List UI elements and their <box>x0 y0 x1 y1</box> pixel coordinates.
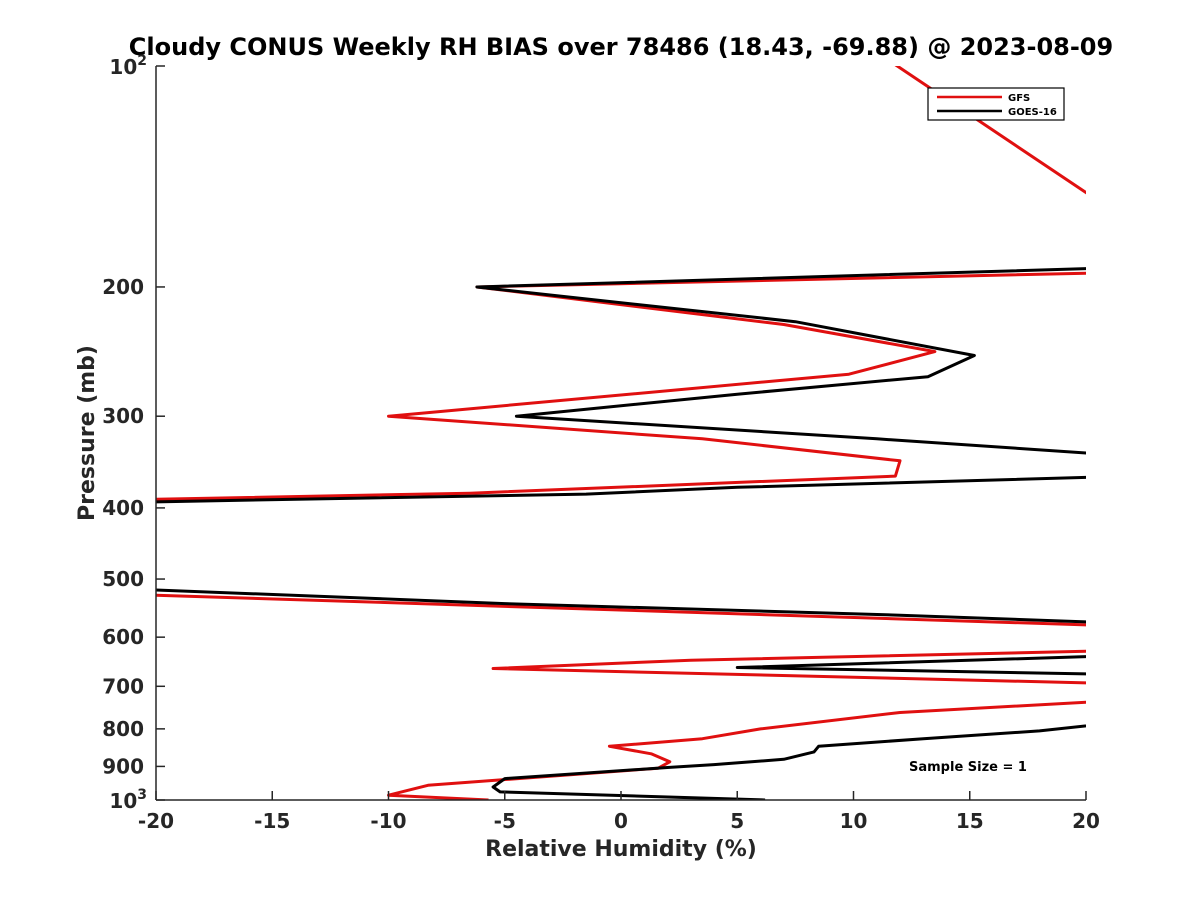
chart-title: Cloudy CONUS Weekly RH BIAS over 78486 (… <box>129 33 1113 61</box>
x-tick-label: 5 <box>730 809 744 833</box>
x-tick-label: -15 <box>254 809 290 833</box>
y-tick-label: 900 <box>102 754 144 778</box>
x-tick-label: -5 <box>494 809 516 833</box>
legend: GFS GOES-16 <box>927 87 1065 121</box>
y-axis-label: Pressure (mb) <box>75 345 100 521</box>
x-tick-label: 10 <box>840 809 868 833</box>
x-tick-label: 20 <box>1072 809 1100 833</box>
y-tick-label: 800 <box>102 717 144 741</box>
x-tick-label: -20 <box>138 809 174 833</box>
series-line-gfs <box>156 66 1086 800</box>
sample-size-note: Sample Size = 1 <box>909 760 1027 775</box>
y-tick-label: 103 <box>109 787 147 813</box>
x-tick-label: 15 <box>956 809 984 833</box>
y-tick-label: 500 <box>102 567 144 591</box>
legend-box <box>927 87 1065 121</box>
y-tick-label: 200 <box>102 275 144 299</box>
series-layer <box>156 66 1086 800</box>
legend-label-gfs: GFS <box>1008 93 1030 104</box>
series-line-goes16 <box>156 267 1086 800</box>
y-tick-label: 300 <box>102 404 144 428</box>
x-tick-label: 0 <box>614 809 628 833</box>
x-tick-label: -10 <box>370 809 406 833</box>
y-tick-label: 600 <box>102 625 144 649</box>
y-tick-label: 102 <box>109 53 147 79</box>
y-tick-label: 400 <box>102 496 144 520</box>
axes-layer: -20 -15 -10 -5 0 5 10 15 20 200 300 400 500 600 700 800… <box>102 53 1100 833</box>
x-axis-label: Relative Humidity (%) <box>485 837 757 862</box>
y-tick-label: 700 <box>102 674 144 698</box>
legend-label-goes16: GOES-16 <box>1008 107 1057 118</box>
